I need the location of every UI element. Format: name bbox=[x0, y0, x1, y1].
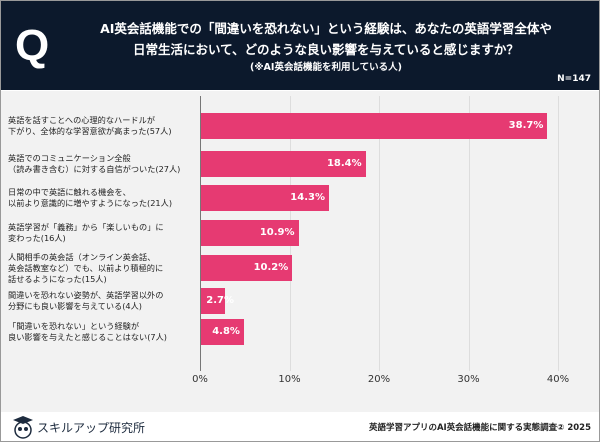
gridline bbox=[468, 96, 470, 371]
category-label: 英語学習が「義務」から「楽しいもの」に 変わった(16人) bbox=[8, 222, 164, 243]
category-label: 英語を話すことへの心理的なハードルが 下がり、全体的な学習意欲が高まった(57人) bbox=[8, 115, 172, 136]
x-tick-label: 30% bbox=[457, 374, 480, 385]
question-line-1: AI英会話機能での「間違いを恐れない」という経験は、あなたの英語学習全体や bbox=[100, 21, 552, 36]
data-label: 10.9% bbox=[259, 227, 295, 238]
category-label: 英語でのコミュニケーション全般 （読み書き含む）に対する自信がついた(27人) bbox=[8, 153, 181, 174]
owl-logo-icon bbox=[13, 416, 33, 439]
data-label: 18.4% bbox=[326, 158, 362, 169]
data-label: 14.3% bbox=[290, 192, 325, 203]
bar bbox=[201, 220, 299, 246]
category-label: 人間相手の英会話（オンライン英会話、 英会話教室など）でも、以前より積極的に 話せる… bbox=[8, 251, 164, 284]
category-label: 日常の中で英語に触れる機会を、 以前より意識的に増やすようになった(21人) bbox=[8, 187, 173, 208]
question-header: Q AI英会話機能での「間違いを恐れない」という経験は、あなたの英語学習全体や … bbox=[1, 1, 599, 90]
q-mark: Q bbox=[15, 21, 50, 70]
bar bbox=[201, 319, 244, 345]
question-subtitle: (※AI英会話機能を利用している人) bbox=[249, 62, 403, 73]
footer: スキルアップ研究所 英語学習アプリのAI英会話機能に関する実態調査② 2025 bbox=[1, 412, 599, 441]
gridline bbox=[379, 96, 380, 371]
bar bbox=[201, 255, 293, 281]
bar-chart: 0% 10% 20% 30% 40% 38.7% 英語を話すことへの心理的なハードルが 下がり… bbox=[1, 91, 599, 412]
sample-size: N=147 bbox=[557, 74, 591, 84]
gridline bbox=[558, 96, 559, 371]
gridline bbox=[200, 96, 201, 371]
data-label: 4.8% bbox=[212, 326, 240, 337]
x-tick-label: 0% bbox=[192, 374, 208, 385]
data-label: 10.2% bbox=[253, 262, 289, 273]
x-tick-label: 40% bbox=[546, 374, 570, 385]
source-caption: 英語学習アプリのAI英会話機能に関する実態調査② 2025 bbox=[368, 423, 591, 433]
bar bbox=[201, 151, 366, 177]
data-label: 38.7% bbox=[508, 120, 544, 131]
x-tick-label: 20% bbox=[367, 374, 391, 385]
bar bbox=[201, 113, 548, 139]
bar bbox=[201, 185, 329, 211]
brand-name: スキルアップ研究所 bbox=[37, 421, 146, 435]
bar bbox=[201, 288, 226, 314]
data-label: 2.7% bbox=[206, 295, 234, 306]
category-label: 「間違いを恐れない」という経験が 良い影響を与えたと感じることはない(7人) bbox=[8, 321, 167, 342]
category-label: 間違いを恐れない姿勢が、英語学習以外の 分野にも良い影響を与えている(4人) bbox=[8, 290, 164, 311]
x-tick-label: 10% bbox=[278, 374, 301, 385]
question-line-2: 日常生活において、どのような良い影響を与えていると感じますか？ bbox=[133, 42, 519, 57]
